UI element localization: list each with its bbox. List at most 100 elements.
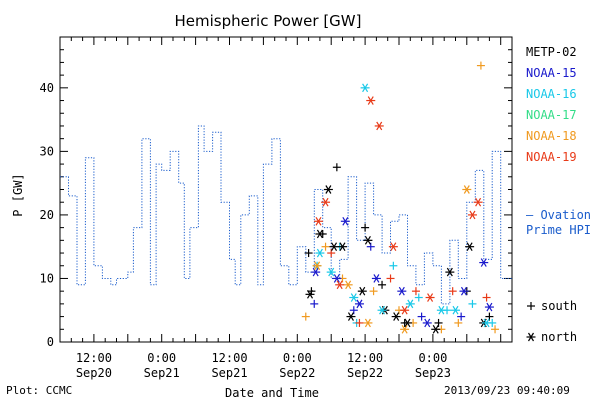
north-point (346, 312, 356, 321)
y-tick-label: 30 (40, 144, 54, 158)
star-d2 (345, 280, 352, 290)
y-tick-label: 20 (40, 208, 54, 222)
star-d2 (469, 210, 476, 220)
legend-satellite: NOAA-18 (526, 129, 577, 143)
north-point (357, 286, 367, 296)
south-point (386, 274, 395, 283)
star-d2 (373, 274, 380, 283)
north-point (400, 305, 410, 315)
south-point (411, 287, 420, 296)
star-d2 (390, 242, 397, 252)
north-point (323, 185, 333, 194)
star-d2 (483, 318, 490, 328)
star-d2 (367, 96, 374, 105)
south-point (301, 312, 310, 321)
north-point (315, 229, 325, 239)
star-d2 (466, 242, 473, 252)
south-point (321, 242, 330, 251)
y-tick-label: 10 (40, 271, 54, 285)
y-tick-labels: 0 10 20 30 40 (40, 81, 54, 349)
x-tick-label-date: Sep21 (211, 366, 247, 380)
x-tick-label-date: Sep22 (279, 366, 315, 380)
x-tick-label-time: 0:00 (283, 351, 312, 365)
north-point (338, 242, 347, 252)
star-d2 (347, 312, 354, 321)
data-points (301, 61, 500, 334)
legend-marker-south (527, 302, 535, 310)
legend: METP-02 NOAA-15 NOAA-16 NOAA-17 NOAA-18 NOAA-… (526, 45, 591, 344)
north-point (313, 216, 323, 226)
south-point (304, 249, 313, 258)
x-tick-label-time: 12:00 (211, 351, 247, 365)
star-d2 (322, 197, 329, 207)
south-point (491, 325, 500, 334)
x-tick-label-time: 12:00 (347, 351, 383, 365)
north-point (305, 290, 315, 299)
south-point (476, 61, 485, 70)
south-point (361, 223, 370, 232)
star-d2 (424, 318, 431, 328)
star-d2 (460, 286, 467, 296)
star-d2 (316, 229, 323, 239)
south-point (468, 299, 477, 308)
star-d2 (452, 305, 459, 315)
legend-satellite: NOAA-17 (526, 108, 577, 122)
star-d2 (486, 302, 493, 312)
star-d2 (350, 293, 357, 302)
south-point (414, 293, 423, 302)
north-point (329, 242, 339, 252)
legend-satellite: METP-02 (526, 45, 577, 59)
star-d2 (359, 286, 366, 296)
x-tick-label-date: Sep23 (415, 366, 451, 380)
star-d2 (333, 274, 340, 283)
star-d2 (407, 299, 414, 309)
x-axis-label: Date and Time (225, 386, 319, 400)
legend-satellite: NOAA-15 (526, 66, 577, 80)
star-d2 (307, 290, 314, 299)
plot-frame (59, 36, 513, 343)
north-point (363, 318, 373, 328)
star-d2 (401, 324, 408, 334)
star-d2 (432, 324, 439, 334)
north-point (360, 83, 370, 93)
x-tick-label-time: 12:00 (76, 351, 112, 365)
north-point (484, 302, 494, 312)
star-d2 (438, 305, 445, 315)
north-point (397, 286, 407, 296)
star-d2 (446, 267, 453, 277)
south-point (454, 318, 463, 327)
x-tick-labels: 12:00Sep200:00Sep2112:00Sep210:00Sep2212… (76, 351, 451, 380)
north-point (321, 197, 331, 207)
north-point (467, 210, 477, 220)
south-point (448, 287, 457, 296)
star-d2 (325, 185, 332, 194)
axes (59, 36, 513, 343)
north-point (431, 324, 441, 334)
south-point (457, 312, 466, 321)
north-point (425, 293, 435, 302)
north-point (354, 299, 364, 309)
legend-satellite: NOAA-19 (526, 150, 577, 164)
legend-marker-label: north (541, 330, 577, 344)
north-point (377, 305, 387, 315)
star-d2 (463, 185, 470, 194)
legend-marker-label: south (541, 299, 577, 313)
x-tick-label-time: 0:00 (418, 351, 447, 365)
north-point (311, 267, 321, 277)
star-d2 (336, 280, 343, 290)
north-point (371, 274, 381, 283)
star-d2 (342, 216, 349, 226)
x-tick-label-date: Sep20 (76, 366, 112, 380)
ovation-series (60, 125, 512, 305)
ovation-step-line (60, 125, 512, 305)
star-d2 (527, 332, 535, 342)
legend-ovation-line1: — Ovation (526, 208, 591, 222)
star-d2 (398, 286, 405, 296)
south-point (332, 163, 341, 172)
star-d2 (328, 267, 335, 277)
x-tick-label-date: Sep21 (144, 366, 180, 380)
north-point (451, 305, 460, 315)
star-d2 (362, 83, 369, 93)
star-d2 (401, 305, 408, 315)
